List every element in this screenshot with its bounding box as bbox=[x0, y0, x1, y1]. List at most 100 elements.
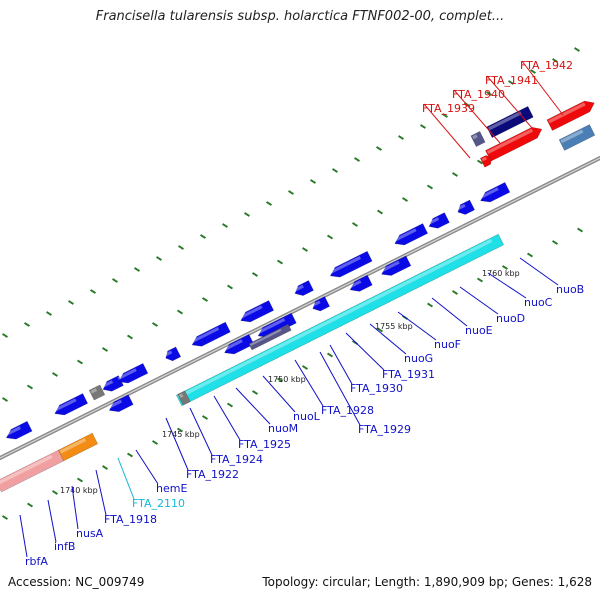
gene-label-nuog: nuoG bbox=[404, 352, 433, 365]
gene-label-fta-1930: FTA_1930 bbox=[350, 382, 403, 395]
leader-line-6 bbox=[165, 417, 189, 471]
leader-line-3 bbox=[95, 469, 107, 516]
scale-tick-row0 bbox=[477, 159, 483, 165]
gene-forward-4 bbox=[164, 346, 182, 362]
gene-steel bbox=[558, 124, 596, 151]
scale-tick-row2 bbox=[2, 333, 8, 338]
gene-label-fta-1929: FTA_1929 bbox=[358, 423, 411, 436]
scale-tick-row1 bbox=[327, 352, 333, 358]
scale-tick-row0 bbox=[177, 309, 183, 315]
gene-forward-gray-shine bbox=[90, 388, 98, 394]
leader-line-24 bbox=[521, 60, 564, 116]
gene-red-2-shape bbox=[546, 100, 595, 131]
gene-gray-rev-shine bbox=[179, 393, 184, 398]
gene-label-fta-1924: FTA_1924 bbox=[210, 453, 263, 466]
scale-tick-row2 bbox=[112, 278, 118, 283]
leader-line-15 bbox=[369, 323, 407, 355]
scale-tick-row0 bbox=[352, 222, 358, 227]
gene-red-3-shine bbox=[481, 156, 487, 162]
gene-forward-b-0-shine bbox=[108, 399, 123, 409]
map-title: Francisella tularensis subsp. holarctica… bbox=[95, 9, 505, 24]
gene-forward-7-shape bbox=[294, 280, 314, 296]
scale-tick-row2 bbox=[90, 289, 96, 294]
gene-forward-1 bbox=[53, 393, 89, 416]
gene-forward-7 bbox=[293, 280, 314, 296]
gene-navy-shape bbox=[486, 105, 534, 139]
gene-label-fta-1942: FTA_1942 bbox=[520, 59, 573, 72]
scale-tick-row2 bbox=[376, 146, 382, 151]
scale-tick-row2 bbox=[178, 245, 184, 250]
leader-line-20 bbox=[519, 257, 559, 286]
gene-forward-b-5-shine bbox=[380, 260, 400, 273]
scale-label: 1740 kbp bbox=[60, 486, 98, 495]
gene-forward-3-shape bbox=[118, 362, 149, 384]
gene-pink bbox=[0, 449, 65, 493]
leader-line-8 bbox=[213, 395, 241, 441]
leader-line-19 bbox=[487, 272, 527, 299]
scale-label: 1760 kbp bbox=[482, 269, 520, 278]
gene-slate-2-shape bbox=[470, 130, 486, 148]
gene-pink-shine bbox=[0, 454, 53, 485]
scale-tick-row2 bbox=[266, 201, 272, 206]
leader-line-22 bbox=[453, 89, 501, 144]
scale-tick-row1 bbox=[77, 477, 83, 483]
scale-tick-row2 bbox=[24, 322, 30, 327]
gene-label-nuof: nuoF bbox=[434, 338, 461, 351]
scale-tick-row1 bbox=[27, 502, 33, 508]
gene-navy bbox=[486, 105, 534, 139]
scale-tick-row1 bbox=[552, 240, 558, 245]
scale-label: 1755 kbp bbox=[375, 322, 413, 331]
gene-forward-6-shape bbox=[240, 300, 275, 323]
scale-tick-row2 bbox=[68, 300, 74, 305]
gene-orange-shine bbox=[59, 438, 87, 454]
scale-tick-row2 bbox=[442, 113, 448, 118]
gene-forward-b-0-shape bbox=[108, 394, 134, 413]
scale-tick-row1 bbox=[252, 390, 258, 395]
gene-label-infb: infB bbox=[54, 540, 75, 553]
scale-tick-row0 bbox=[452, 172, 458, 177]
gene-forward-0 bbox=[5, 420, 33, 440]
gene-red-3-shape bbox=[479, 155, 492, 168]
scale-label: 1750 kbp bbox=[268, 375, 306, 384]
gene-forward-b-4-shape bbox=[349, 274, 373, 292]
accession-label: Accession: NC_009749 bbox=[8, 575, 145, 589]
scale-tick-row1 bbox=[227, 402, 233, 408]
scale-tick-row1 bbox=[152, 440, 158, 445]
gene-gray-rev-shape bbox=[177, 390, 191, 406]
gene-forward-b-5 bbox=[380, 255, 412, 276]
gene-slate-2-shine bbox=[472, 134, 478, 140]
gene-forward-b-4 bbox=[349, 274, 373, 292]
leader-line-14 bbox=[345, 332, 385, 371]
gene-forward-4-shine bbox=[164, 350, 173, 357]
scale-tick-row0 bbox=[2, 397, 8, 402]
gene-forward-b-4-shine bbox=[349, 279, 362, 289]
scale-tick-row0 bbox=[227, 284, 233, 290]
gene-forward-3-shine bbox=[117, 368, 137, 380]
leader-line-0 bbox=[19, 514, 28, 558]
gene-forward-b-0 bbox=[108, 394, 134, 413]
leader-line-2 bbox=[71, 485, 79, 530]
gene-label-nuol: nuoL bbox=[293, 410, 321, 423]
gene-forward-b-3-shine bbox=[311, 300, 321, 307]
gene-slate-shine bbox=[250, 328, 282, 346]
gene-slate-shape bbox=[248, 323, 292, 351]
scale-tick-row2 bbox=[420, 124, 426, 129]
gene-forward-8-shine bbox=[329, 256, 361, 275]
gene-red-1-shine bbox=[486, 128, 534, 155]
gene-label-rbfa: rbfA bbox=[25, 555, 48, 568]
gene-forward-7-shine bbox=[293, 284, 304, 292]
gene-forward-12 bbox=[479, 181, 511, 203]
gene-label-nuod: nuoD bbox=[496, 312, 525, 325]
leader-line-16 bbox=[397, 311, 437, 341]
scale-tick-row1 bbox=[477, 277, 483, 283]
gene-forward-8 bbox=[329, 250, 373, 278]
leader-line-5 bbox=[135, 449, 159, 485]
gene-label-heme: hemE bbox=[156, 482, 187, 495]
gene-slate bbox=[248, 323, 292, 351]
leader-line-21 bbox=[423, 103, 471, 159]
scale-tick-row0 bbox=[252, 272, 258, 277]
gene-red-3 bbox=[479, 155, 492, 168]
gene-forward-10 bbox=[427, 212, 450, 229]
gene-forward-3 bbox=[117, 362, 149, 384]
